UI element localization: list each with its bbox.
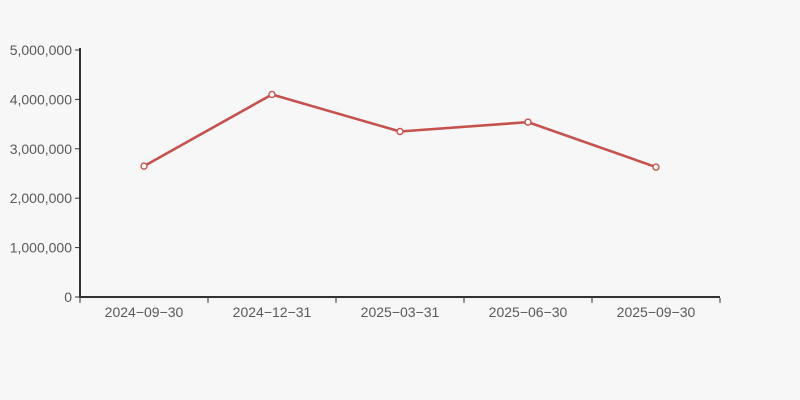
x-tick-label: 2024−12−31 [233, 304, 312, 320]
y-tick-label: 2,000,000 [10, 190, 72, 206]
x-tick-label: 2024−09−30 [105, 304, 184, 320]
y-tick-label: 5,000,000 [10, 42, 72, 58]
data-point-marker[interactable] [140, 162, 148, 170]
data-point-marker[interactable] [652, 163, 660, 171]
data-point-marker[interactable] [396, 127, 404, 136]
y-tick-label: 3,000,000 [10, 141, 72, 157]
y-tick-label: 1,000,000 [10, 240, 72, 256]
data-point-marker[interactable] [524, 118, 532, 126]
x-tick-label: 2025−03−31 [361, 304, 440, 320]
x-tick-label: 2025−09−30 [617, 304, 696, 320]
y-tick-label: 4,000,000 [10, 91, 72, 107]
x-tick-label: 2025−06−30 [489, 304, 568, 320]
y-tick-label: 0 [64, 289, 72, 305]
data-point-marker[interactable] [268, 90, 276, 99]
